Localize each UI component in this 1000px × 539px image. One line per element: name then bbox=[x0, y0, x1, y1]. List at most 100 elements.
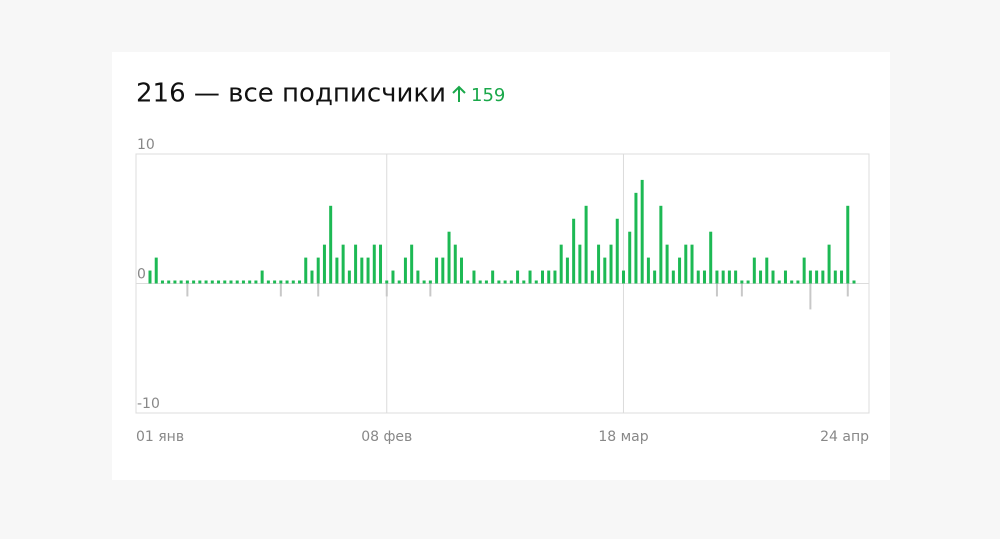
bar bbox=[665, 244, 669, 284]
bar bbox=[441, 257, 445, 284]
bar bbox=[235, 280, 239, 284]
bar bbox=[796, 280, 800, 284]
chart-title: 216 — все подписчики bbox=[136, 79, 446, 109]
bar bbox=[478, 280, 482, 284]
bar bbox=[148, 270, 152, 284]
bar bbox=[590, 270, 594, 284]
bar bbox=[821, 270, 825, 284]
bar bbox=[403, 257, 407, 284]
x-tick-label: 08 фев bbox=[361, 429, 412, 445]
bar bbox=[260, 270, 264, 284]
bar bbox=[740, 283, 743, 297]
bar bbox=[783, 270, 787, 284]
bar bbox=[204, 280, 208, 284]
bar bbox=[597, 244, 601, 284]
bar bbox=[603, 257, 607, 284]
bar bbox=[640, 179, 644, 284]
bar bbox=[671, 270, 675, 284]
y-tick-label: -10 bbox=[137, 396, 160, 412]
bar bbox=[366, 257, 370, 284]
bar bbox=[840, 270, 844, 284]
bar bbox=[279, 280, 283, 284]
bar bbox=[709, 231, 713, 284]
bar bbox=[808, 270, 812, 284]
bar bbox=[540, 270, 544, 284]
bar bbox=[827, 244, 831, 284]
bar bbox=[659, 205, 663, 284]
bar bbox=[347, 270, 351, 284]
bar bbox=[360, 257, 364, 284]
bar bbox=[192, 280, 196, 284]
bar bbox=[397, 280, 401, 284]
bar bbox=[453, 244, 457, 284]
bar bbox=[385, 280, 389, 284]
bar bbox=[809, 283, 812, 310]
bar bbox=[273, 280, 277, 284]
bar bbox=[565, 257, 569, 284]
bar bbox=[173, 280, 177, 284]
bar bbox=[466, 280, 470, 284]
y-tick-label: 0 bbox=[137, 267, 146, 283]
bar bbox=[167, 280, 171, 284]
bar bbox=[846, 283, 849, 297]
bar bbox=[341, 244, 345, 284]
bar bbox=[154, 257, 158, 284]
bar bbox=[715, 270, 719, 284]
bar bbox=[759, 270, 763, 284]
bar bbox=[391, 270, 395, 284]
bar bbox=[248, 280, 252, 284]
bar bbox=[322, 244, 326, 284]
bar bbox=[547, 270, 551, 284]
bar bbox=[621, 270, 625, 284]
bar bbox=[329, 205, 333, 284]
bar bbox=[317, 283, 320, 297]
bar bbox=[740, 280, 744, 284]
tick-label-bg bbox=[137, 266, 157, 281]
bar bbox=[266, 280, 270, 284]
bar bbox=[217, 280, 221, 284]
bar bbox=[634, 192, 638, 284]
up-arrow bbox=[452, 85, 466, 102]
bar bbox=[516, 270, 520, 284]
bar bbox=[316, 257, 320, 284]
bar bbox=[279, 283, 282, 297]
bar bbox=[559, 244, 563, 284]
tick-label-bg bbox=[137, 137, 157, 151]
bar bbox=[491, 270, 495, 284]
bar bbox=[335, 257, 339, 284]
bar bbox=[428, 280, 432, 284]
bar bbox=[179, 280, 183, 284]
bar bbox=[509, 280, 513, 284]
bar bbox=[379, 244, 383, 284]
bar bbox=[435, 257, 439, 284]
bar bbox=[609, 244, 613, 284]
bar bbox=[790, 280, 794, 284]
bar bbox=[416, 270, 420, 284]
bar bbox=[628, 231, 632, 284]
bar bbox=[310, 270, 314, 284]
bar bbox=[385, 283, 388, 297]
bar bbox=[765, 257, 769, 284]
bar bbox=[472, 270, 476, 284]
bar bbox=[752, 257, 756, 284]
bar bbox=[771, 270, 775, 284]
bar bbox=[802, 257, 806, 284]
bar bbox=[298, 280, 302, 284]
bar bbox=[734, 270, 738, 284]
bar bbox=[410, 244, 414, 284]
bar bbox=[429, 283, 432, 297]
bar bbox=[354, 244, 358, 284]
bar bbox=[852, 280, 856, 284]
y-tick-label: 10 bbox=[137, 137, 155, 153]
bar bbox=[447, 231, 451, 284]
bar bbox=[522, 280, 526, 284]
bar bbox=[615, 218, 619, 284]
bar bbox=[578, 244, 582, 284]
bar bbox=[185, 280, 189, 284]
bar bbox=[210, 280, 214, 284]
bar bbox=[721, 270, 725, 284]
bar bbox=[422, 280, 426, 284]
bar bbox=[372, 244, 376, 284]
bar bbox=[690, 244, 694, 284]
bar bbox=[572, 218, 576, 284]
